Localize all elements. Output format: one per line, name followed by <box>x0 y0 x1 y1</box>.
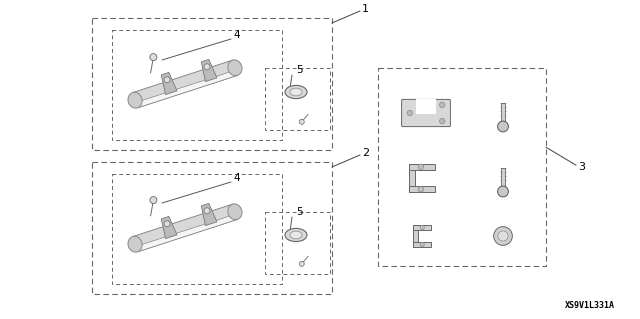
Bar <box>92 162 332 294</box>
Bar <box>500 168 505 188</box>
Ellipse shape <box>228 60 242 76</box>
Ellipse shape <box>164 77 170 83</box>
Ellipse shape <box>290 231 302 239</box>
Polygon shape <box>136 214 237 252</box>
Bar <box>92 18 332 150</box>
Polygon shape <box>161 216 177 239</box>
FancyBboxPatch shape <box>402 100 451 127</box>
Ellipse shape <box>440 102 445 108</box>
Ellipse shape <box>300 261 304 266</box>
Ellipse shape <box>150 197 157 204</box>
Bar <box>416 100 436 114</box>
Text: XS9V1L331A: XS9V1L331A <box>565 300 615 309</box>
Bar <box>413 225 419 247</box>
Polygon shape <box>201 59 217 82</box>
Ellipse shape <box>407 110 413 116</box>
Ellipse shape <box>420 226 424 230</box>
Polygon shape <box>161 72 177 94</box>
Ellipse shape <box>300 119 304 124</box>
Ellipse shape <box>418 164 424 169</box>
Ellipse shape <box>290 88 302 96</box>
Ellipse shape <box>498 231 508 241</box>
Ellipse shape <box>285 228 307 241</box>
Bar <box>378 68 546 266</box>
Bar <box>265 68 330 130</box>
Ellipse shape <box>493 227 513 245</box>
Text: 4: 4 <box>233 30 239 40</box>
Text: 1: 1 <box>362 4 369 14</box>
Ellipse shape <box>128 92 142 108</box>
Ellipse shape <box>440 118 445 124</box>
Polygon shape <box>132 60 237 108</box>
Bar <box>413 225 431 230</box>
Polygon shape <box>132 204 237 252</box>
Ellipse shape <box>150 54 157 61</box>
Ellipse shape <box>285 85 307 99</box>
Ellipse shape <box>420 242 424 247</box>
Bar <box>409 164 435 170</box>
Text: 3: 3 <box>578 162 585 172</box>
Ellipse shape <box>128 236 142 252</box>
Bar <box>265 212 330 274</box>
Text: 2: 2 <box>362 148 369 158</box>
Bar <box>112 174 282 284</box>
Ellipse shape <box>228 204 242 220</box>
Bar <box>409 186 435 192</box>
Bar <box>409 164 415 192</box>
Polygon shape <box>201 204 217 226</box>
Ellipse shape <box>204 208 210 214</box>
Ellipse shape <box>498 186 508 197</box>
Ellipse shape <box>498 121 508 132</box>
Text: 4: 4 <box>233 173 239 183</box>
Ellipse shape <box>418 187 424 192</box>
Bar <box>500 103 505 123</box>
Bar <box>112 30 282 140</box>
Text: 5: 5 <box>296 207 303 217</box>
Ellipse shape <box>164 221 170 227</box>
Ellipse shape <box>204 64 210 70</box>
Bar <box>413 242 431 247</box>
Text: 5: 5 <box>296 65 303 75</box>
Polygon shape <box>136 70 237 108</box>
